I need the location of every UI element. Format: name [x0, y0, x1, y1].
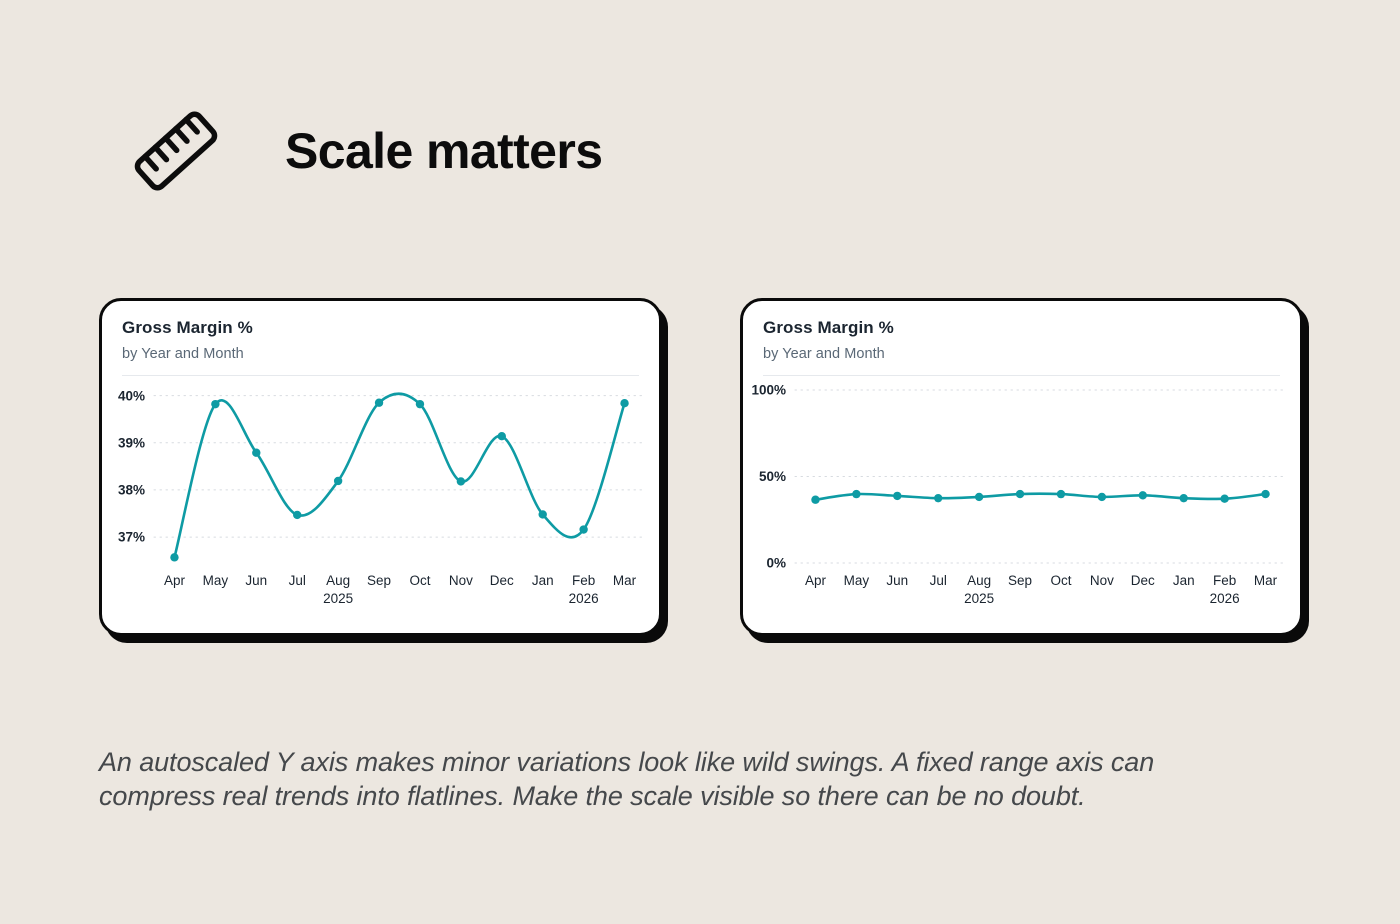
x-axis-tick-label: Dec: [1131, 573, 1155, 588]
data-point[interactable]: [170, 552, 179, 562]
chart-subtitle: by Year and Month: [122, 345, 244, 362]
data-point[interactable]: [538, 509, 547, 519]
x-axis-tick-label: Aug: [967, 573, 991, 588]
y-axis-tick-label: 40%: [118, 388, 145, 403]
data-point[interactable]: [579, 524, 588, 534]
x-axis-tick-label: Jul: [930, 573, 947, 588]
page-header: Scale matters: [130, 105, 603, 197]
x-axis-tick-label: Feb: [572, 573, 595, 588]
y-axis-tick-label: 39%: [118, 435, 145, 450]
series-line[interactable]: [173, 391, 626, 559]
data-point[interactable]: [620, 398, 629, 407]
x-axis-tick-label: Mar: [613, 573, 637, 588]
y-axis-tick-label: 0%: [766, 555, 786, 570]
card-header-autoscaled: Gross Margin % by Year and Month: [102, 301, 659, 376]
plot-area-autoscaled[interactable]: 37% 38% 39% 40% Apr May Jun Jul Aug Sep Oct Nov Dec J…: [102, 376, 659, 636]
x-axis-tick-label: Jul: [289, 573, 306, 588]
x-axis-tick-label: Apr: [805, 573, 827, 588]
x-axis-tick-label: Jun: [245, 573, 267, 588]
line-chart-fixed-range[interactable]: 0% 50% 100% Apr May Jun Jul Aug Sep Oct Nov Dec Jan F…: [743, 376, 1300, 636]
x-axis-tick-label: Jan: [532, 573, 554, 588]
x-axis-year-label: 2026: [569, 591, 599, 606]
x-axis-tick-label: Sep: [367, 573, 391, 588]
data-point[interactable]: [852, 489, 861, 498]
data-point[interactable]: [211, 399, 220, 408]
x-axis-tick-label: Aug: [326, 573, 350, 588]
x-axis-tick-label: May: [203, 573, 229, 588]
card-header-fixed-range: Gross Margin % by Year and Month: [743, 301, 1300, 376]
chart-title: Gross Margin %: [122, 318, 253, 337]
data-point[interactable]: [1097, 492, 1107, 501]
data-point[interactable]: [252, 447, 261, 457]
y-axis-tick-label: 50%: [759, 469, 786, 484]
data-point[interactable]: [974, 492, 984, 501]
x-axis-year-label: 2026: [1210, 591, 1240, 606]
data-point[interactable]: [456, 476, 466, 486]
x-axis-year-label: 2025: [964, 591, 994, 606]
y-axis-tick-label: 37%: [118, 529, 145, 544]
x-axis-tick-label: Sep: [1008, 573, 1032, 588]
data-point[interactable]: [374, 398, 384, 407]
header-divider: [763, 374, 1280, 376]
data-point[interactable]: [333, 476, 343, 485]
x-axis-tick-label: Nov: [449, 573, 473, 588]
x-axis-tick-label: Dec: [490, 573, 514, 588]
data-point[interactable]: [1138, 490, 1147, 499]
data-point[interactable]: [1179, 493, 1188, 502]
y-axis-tick-label: 100%: [751, 382, 786, 397]
caption: An autoscaled Y axis makes minor variati…: [99, 745, 1259, 814]
plot-area-fixed-range[interactable]: 0% 50% 100% Apr May Jun Jul Aug Sep Oct Nov Dec Jan F…: [743, 376, 1300, 636]
chart-card-row: Gross Margin % by Year and Month 37% 38% 3…: [99, 298, 1304, 636]
line-chart-autoscaled[interactable]: 37% 38% 39% 40% Apr May Jun Jul Aug Sep Oct Nov Dec J…: [102, 376, 659, 636]
x-axis-tick-label: Apr: [164, 573, 186, 588]
x-axis-tick-label: Mar: [1254, 573, 1278, 588]
series-line[interactable]: [814, 491, 1267, 501]
data-point[interactable]: [497, 431, 506, 440]
x-axis-tick-label: Oct: [1050, 573, 1071, 588]
data-point[interactable]: [1220, 494, 1229, 503]
x-axis-tick-label: Jun: [886, 573, 908, 588]
x-axis-tick-label: Nov: [1090, 573, 1114, 588]
page-title: Scale matters: [285, 123, 603, 179]
data-point[interactable]: [1015, 489, 1025, 498]
header-divider: [122, 374, 639, 376]
x-axis-tick-label: Oct: [409, 573, 430, 588]
chart-card-autoscaled[interactable]: Gross Margin % by Year and Month 37% 38% 3…: [99, 298, 662, 636]
x-axis-year-label: 2025: [323, 591, 353, 606]
y-axis-tick-label: 38%: [118, 482, 145, 497]
caption-line-2: compress real trends into flatlines. Mak…: [99, 781, 1086, 812]
data-point[interactable]: [934, 493, 943, 502]
x-axis-tick-label: May: [844, 573, 870, 588]
data-point[interactable]: [415, 399, 425, 408]
chart-card-fixed-range[interactable]: Gross Margin % by Year and Month 0% 50% 10…: [740, 298, 1303, 636]
chart-title: Gross Margin %: [763, 318, 894, 337]
data-point[interactable]: [811, 495, 820, 504]
x-axis-tick-label: Feb: [1213, 573, 1236, 588]
ruler-icon: [134, 111, 218, 191]
x-axis-tick-label: Jan: [1173, 573, 1195, 588]
caption-line-1: An autoscaled Y axis makes minor variati…: [99, 747, 1155, 777]
data-point[interactable]: [1261, 489, 1270, 498]
data-point[interactable]: [893, 491, 902, 500]
data-point[interactable]: [1056, 489, 1066, 498]
chart-subtitle: by Year and Month: [763, 345, 885, 362]
data-point[interactable]: [293, 510, 302, 519]
